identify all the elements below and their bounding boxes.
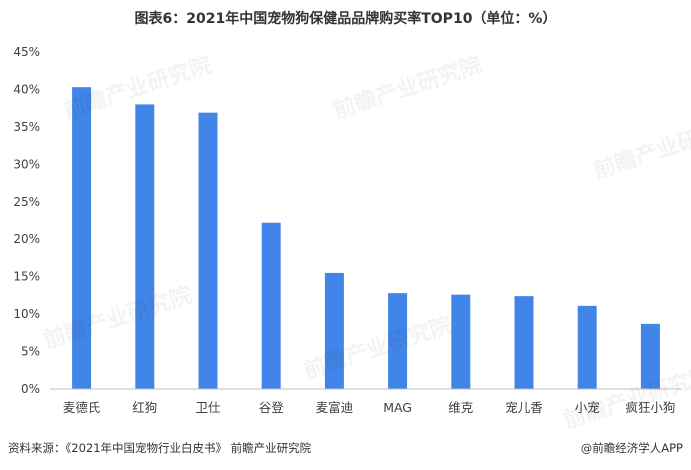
bar [324,272,344,389]
bar [451,294,471,389]
y-tick-label: 35% [13,120,40,134]
y-tick-label: 20% [13,232,40,246]
x-tick-label: 小宠 [575,400,600,415]
bar [640,323,660,389]
x-tick-label: MAG [383,400,412,415]
x-tick-label: 麦德氏 [63,400,101,415]
bar [135,104,155,389]
x-tick-label: 麦富迪 [316,400,354,415]
bar-chart: 0% 5% 10% 15% 20% 25% 30% 35% 40% 45% 麦德氏 红狗 卫仕 谷登 麦富… [13,45,682,415]
y-tick-label: 30% [13,157,40,171]
y-tick-label: 5% [21,345,40,359]
y-tick-label: 10% [13,307,40,321]
x-tick-label: 宠儿香 [505,400,543,415]
x-tick-label: 谷登 [259,400,285,415]
brand-credit: @前瞻经济学人APP [580,441,683,455]
y-tick-label: 45% [13,45,40,59]
source-note: 资料来源：《2021年中国宠物行业白皮书》 前瞻产业研究院 [8,441,312,455]
y-tick-label: 15% [13,270,40,284]
bar [514,296,534,389]
y-tick-label: 40% [13,82,40,96]
y-axis-ticks: 0% 5% 10% 15% 20% 25% 30% 35% 40% 45% [13,45,40,396]
bars [72,87,660,389]
y-tick-label: 25% [13,195,40,209]
x-axis-labels: 麦德氏 红狗 卫仕 谷登 麦富迪 MAG 维克 宠儿香 小宠 疯狂小狗 [63,400,676,415]
bar [577,305,597,389]
x-tick-label: 疯狂小狗 [625,400,675,415]
bar [388,293,408,389]
chart-title: 图表6：2021年中国宠物狗保健品品牌购买率TOP10（单位：%） [134,11,557,27]
bar [72,87,92,389]
footer: 资料来源：《2021年中国宠物行业白皮书》 前瞻产业研究院 @前瞻经济学人APP [8,440,683,460]
x-tick-label: 维克 [448,400,473,415]
x-tick-label: 卫仕 [195,400,221,415]
y-tick-label: 0% [21,382,40,396]
bar [198,112,218,389]
x-tick-label: 红狗 [132,400,157,415]
bar [261,222,281,389]
